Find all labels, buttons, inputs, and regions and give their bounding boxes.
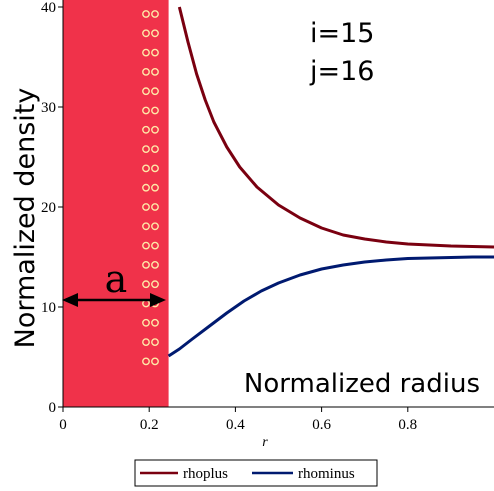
- y-tick-label: 30: [41, 100, 56, 116]
- bead-marker: [142, 106, 150, 115]
- legend: rhoplus rhominus: [134, 459, 378, 487]
- y-tick-label: 40: [41, 0, 56, 16]
- bead-marker: [151, 164, 159, 173]
- series-line-rhoplus: [177, 6, 494, 249]
- shaded-region: [63, 0, 169, 407]
- i-label: i=15: [310, 18, 374, 49]
- y-tick-label: 20: [41, 200, 56, 216]
- bead-marker: [151, 203, 159, 211]
- series-layer: [167, 6, 494, 358]
- x-tick-label: 0.2: [140, 417, 159, 433]
- bead-marker: [142, 357, 150, 366]
- bead-marker: [151, 68, 159, 76]
- bead-marker: [142, 68, 150, 76]
- bead-marker: [142, 10, 150, 18]
- x-axis-title: r: [262, 435, 268, 450]
- bead-marker: [142, 260, 150, 269]
- bead-marker: [151, 241, 159, 250]
- y-tick-label: 10: [41, 300, 56, 316]
- bead-marker: [151, 338, 159, 346]
- bead-marker: [151, 318, 159, 327]
- bead-markers: [142, 10, 159, 366]
- bead-marker: [142, 29, 150, 38]
- bead-marker: [142, 164, 150, 173]
- bead-marker: [151, 10, 159, 18]
- series-line-rhominus: [167, 255, 494, 358]
- bead-marker: [142, 203, 150, 211]
- x-tick-label: 0.4: [226, 417, 245, 433]
- bead-marker: [151, 145, 159, 154]
- bead-marker: [142, 318, 150, 327]
- radius-label: Normalized radius: [244, 369, 480, 399]
- bead-marker: [142, 222, 150, 231]
- legend-label-rhominus: rhominus: [298, 466, 355, 482]
- bead-marker: [151, 87, 159, 96]
- bead-marker: [142, 241, 150, 250]
- bead-marker: [142, 125, 150, 134]
- bead-marker: [142, 183, 150, 192]
- x-ticks: 0 0.2 0.4 0.6 0.8: [59, 407, 417, 433]
- bead-marker: [151, 29, 159, 38]
- bead-marker: [151, 125, 159, 134]
- y-tick-label: 0: [49, 400, 57, 416]
- x-tick-label: 0.8: [398, 417, 417, 433]
- y-axis-title: Normalized density: [10, 88, 41, 349]
- bead-marker: [151, 260, 159, 269]
- gap-label: a: [105, 257, 128, 301]
- j-label: j=16: [309, 56, 374, 87]
- bead-marker: [142, 48, 150, 57]
- bead-marker: [151, 357, 159, 366]
- x-tick-label: 0.6: [312, 417, 331, 433]
- y-ticks: 0 10 20 30 40: [41, 0, 63, 416]
- bead-marker: [151, 106, 159, 115]
- bead-marker: [151, 280, 159, 289]
- legend-label-rhoplus: rhoplus: [183, 466, 228, 482]
- bead-marker: [151, 48, 159, 57]
- bead-marker: [142, 145, 150, 154]
- x-tick-label: 0: [59, 417, 67, 433]
- bead-marker: [151, 222, 159, 231]
- bead-marker: [142, 87, 150, 96]
- bead-marker: [151, 183, 159, 192]
- gap-arrow: [62, 293, 166, 307]
- bead-marker: [142, 280, 150, 289]
- bead-marker: [142, 338, 150, 346]
